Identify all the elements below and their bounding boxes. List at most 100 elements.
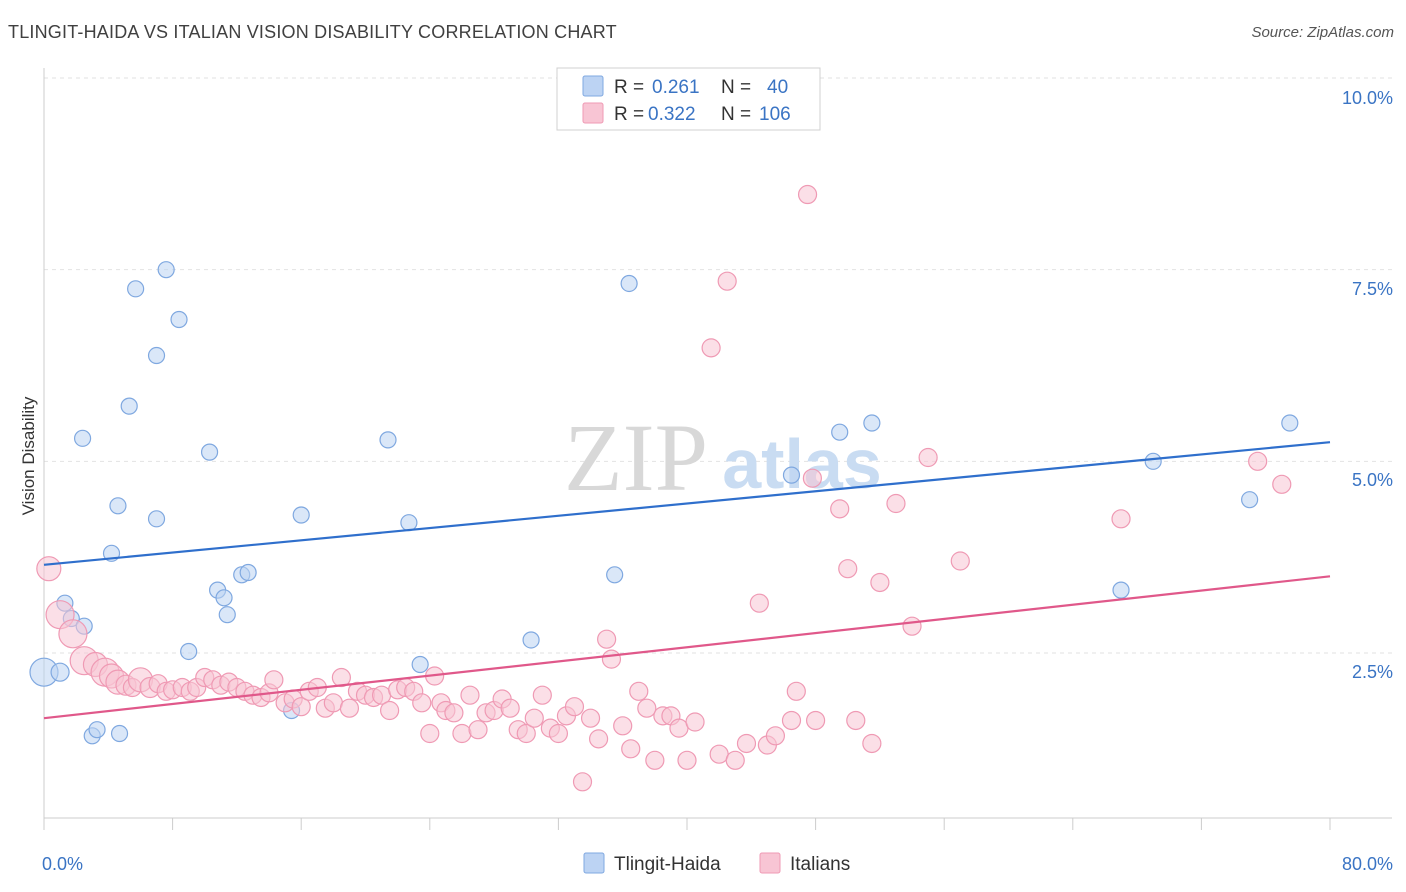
legend-r-label-2: R =: [614, 104, 644, 125]
italians-point-27: [264, 670, 284, 690]
tlingit-haida-point-26: [379, 431, 397, 449]
tlingit-haida-point-7: [88, 721, 106, 739]
italians-point-30: [291, 697, 311, 717]
tlingit-haida-point-33: [831, 423, 849, 441]
italians-point-66: [572, 772, 593, 792]
tlingit-haida-point-23: [239, 563, 257, 582]
y-tick-label-10-0: 10.0%: [1342, 88, 1393, 108]
italians-point-102: [950, 551, 970, 571]
tlingit-haida-point-14: [147, 510, 166, 528]
italians-point-61: [532, 685, 552, 705]
bottom-legend-swatch-italians: [759, 852, 781, 874]
italians-point-93: [805, 710, 826, 731]
italians-point-80: [685, 712, 705, 732]
watermark: ZIP atlas: [564, 404, 882, 511]
italians-point-85: [736, 733, 757, 754]
bottom-legend: Tlingit-Haida Italians: [583, 852, 850, 875]
italians-point-72: [621, 739, 641, 759]
italians-point-101: [918, 447, 938, 468]
italians-point-53: [468, 720, 488, 740]
italians-point-0: [36, 556, 62, 582]
italians-point-65: [564, 697, 585, 717]
legend-n-label-2: N =: [721, 104, 751, 125]
italians-point-97: [862, 733, 882, 754]
italians-point-46: [420, 723, 440, 744]
italians-point-90: [786, 681, 806, 701]
legend-r-value-2: 0.322: [648, 104, 696, 125]
tlingit-haida-point-38: [1281, 414, 1299, 432]
tlingit-haida-point-1: [50, 662, 70, 682]
italians-point-41: [380, 700, 400, 721]
italians-point-82: [709, 744, 729, 764]
legend-n-value-2: 106: [759, 104, 791, 125]
italians-point-92: [802, 468, 822, 488]
italians-point-63: [548, 723, 569, 744]
tlingit-haida-point-18: [200, 443, 219, 461]
italians-point-105: [1272, 474, 1292, 494]
points-layer: [29, 184, 1299, 792]
tlingit-haida-point-21: [218, 606, 236, 624]
chart-title: TLINGIT-HAIDA VS ITALIAN VISION DISABILI…: [8, 22, 617, 42]
watermark-zip: ZIP: [564, 404, 708, 511]
italians-point-51: [452, 723, 472, 744]
trend-layer: [43, 441, 1331, 720]
tlingit-haida-point-31: [620, 274, 638, 293]
italians-point-89: [781, 710, 802, 731]
italians-point-99: [886, 493, 906, 514]
tlingit-haida-point-9: [109, 497, 127, 515]
italians-point-103: [1111, 509, 1131, 529]
bottom-legend-swatch-tlingit-haida: [583, 852, 605, 874]
italians-point-52: [460, 685, 480, 705]
tlingit-haida-point-15: [157, 261, 175, 279]
legend-swatch-italians: [582, 102, 604, 124]
tlingit-haida-point-12: [127, 280, 145, 298]
tlingit-haida-point-29: [522, 631, 540, 649]
italians-trend-line: [43, 575, 1331, 720]
legend-n-label-1: N =: [721, 77, 751, 98]
italians-point-36: [339, 698, 360, 718]
italians-point-68: [588, 729, 609, 749]
tlingit-haida-point-11: [120, 397, 138, 415]
italians-point-59: [516, 723, 536, 744]
legend-swatch-tlingit-haida: [582, 75, 604, 97]
tlingit-haida-point-30: [606, 566, 624, 584]
italians-point-100: [902, 616, 922, 636]
x-tick-label-max: 80.0%: [1342, 854, 1393, 874]
italians-point-45: [412, 693, 432, 713]
tlingit-haida-point-10: [110, 724, 129, 743]
italians-point-78: [669, 718, 689, 738]
legend-r-value-1: 0.261: [652, 77, 700, 98]
tlingit-haida-point-25: [292, 506, 310, 524]
tlingit-haida-point-37: [1241, 491, 1259, 509]
tlingit-haida-point-32: [782, 466, 801, 484]
tlingit-haida-point-16: [170, 310, 188, 329]
tlingit-haida-point-20: [215, 589, 233, 607]
italians-point-2: [58, 619, 88, 649]
italians-point-98: [870, 572, 890, 593]
italians-point-81: [701, 338, 721, 358]
italians-point-57: [500, 698, 520, 718]
legend-r-label-1: R =: [614, 77, 644, 98]
legend-n-value-1: 40: [767, 77, 788, 98]
italians-point-60: [524, 708, 544, 728]
italians-point-91: [797, 184, 818, 205]
italians-point-71: [613, 716, 633, 736]
y-tick-label-2-5: 2.5%: [1352, 662, 1393, 682]
italians-point-50: [444, 703, 464, 723]
italians-point-79: [677, 750, 697, 770]
italians-point-104: [1248, 451, 1268, 471]
italians-point-86: [749, 593, 769, 613]
tlingit-haida-point-28: [400, 514, 418, 532]
y-tick-label-5-0: 5.0%: [1352, 470, 1393, 490]
italians-point-74: [637, 698, 657, 718]
tlingit-haida-point-36: [1144, 452, 1162, 470]
x-tick-label-min: 0.0%: [42, 854, 83, 874]
tlingit-haida-point-17: [180, 642, 198, 661]
italians-point-34: [323, 693, 343, 713]
tlingit-haida-point-27: [411, 655, 429, 674]
italians-point-95: [838, 559, 858, 579]
tlingit-haida-trend-line: [43, 441, 1331, 566]
italians-point-83: [717, 271, 737, 291]
bottom-legend-label-tlingit-haida: Tlingit-Haida: [614, 854, 721, 875]
